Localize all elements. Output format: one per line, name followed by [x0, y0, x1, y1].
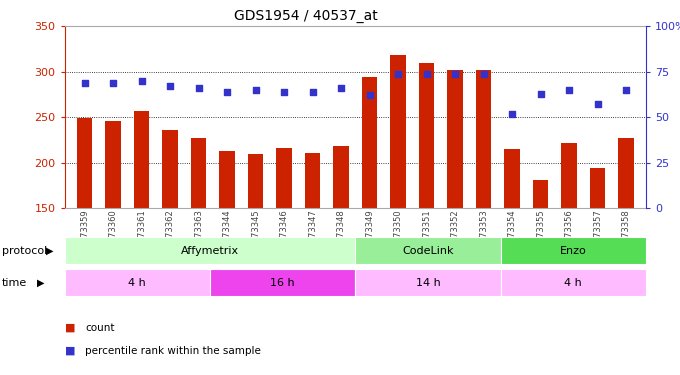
Bar — [618, 138, 634, 208]
Text: 4 h: 4 h — [129, 278, 146, 288]
Bar — [210, 269, 355, 296]
Bar — [355, 237, 500, 264]
Bar — [504, 149, 520, 208]
Text: percentile rank within the sample: percentile rank within the sample — [85, 346, 261, 355]
Bar — [362, 77, 377, 208]
Point — [621, 87, 632, 93]
Bar — [305, 153, 320, 208]
Point — [564, 87, 575, 93]
Point — [392, 70, 403, 76]
Point — [307, 89, 318, 95]
Point — [250, 87, 261, 93]
Text: GDS1954 / 40537_at: GDS1954 / 40537_at — [234, 9, 378, 23]
Text: ■: ■ — [65, 323, 75, 333]
Point — [107, 80, 118, 86]
Bar — [276, 148, 292, 208]
Point — [222, 89, 233, 95]
Text: CodeLink: CodeLink — [403, 246, 454, 256]
Bar — [447, 70, 463, 208]
Bar — [590, 168, 605, 208]
Point — [364, 92, 375, 98]
Bar — [419, 63, 435, 208]
Bar — [65, 269, 210, 296]
Bar — [500, 269, 646, 296]
Bar — [500, 237, 646, 264]
Bar — [163, 130, 178, 208]
Bar — [105, 121, 121, 208]
Point — [478, 70, 489, 76]
Text: time: time — [2, 278, 27, 288]
Text: 4 h: 4 h — [564, 278, 582, 288]
Point — [336, 85, 347, 91]
Bar — [532, 180, 548, 208]
Text: protocol: protocol — [2, 246, 48, 256]
Point — [592, 102, 603, 108]
Text: ▶: ▶ — [37, 278, 45, 288]
Bar — [390, 56, 406, 208]
Text: count: count — [85, 323, 114, 333]
Point — [535, 90, 546, 96]
Point — [79, 80, 90, 86]
Point — [421, 70, 432, 76]
Bar — [476, 70, 492, 208]
Text: 16 h: 16 h — [271, 278, 295, 288]
Point — [136, 78, 147, 84]
Bar — [134, 111, 150, 208]
Text: Affymetrix: Affymetrix — [181, 246, 239, 256]
Bar — [65, 237, 355, 264]
Bar — [219, 151, 235, 208]
Bar — [248, 154, 263, 208]
Bar — [190, 138, 207, 208]
Point — [507, 111, 517, 117]
Text: Enzo: Enzo — [560, 246, 587, 256]
Bar — [561, 142, 577, 208]
Text: ■: ■ — [65, 346, 75, 355]
Text: 14 h: 14 h — [415, 278, 441, 288]
Bar — [355, 269, 500, 296]
Bar — [77, 118, 92, 208]
Bar — [333, 146, 349, 208]
Point — [449, 70, 460, 76]
Point — [165, 83, 175, 89]
Text: ▶: ▶ — [46, 246, 54, 256]
Point — [279, 89, 290, 95]
Point — [193, 85, 204, 91]
